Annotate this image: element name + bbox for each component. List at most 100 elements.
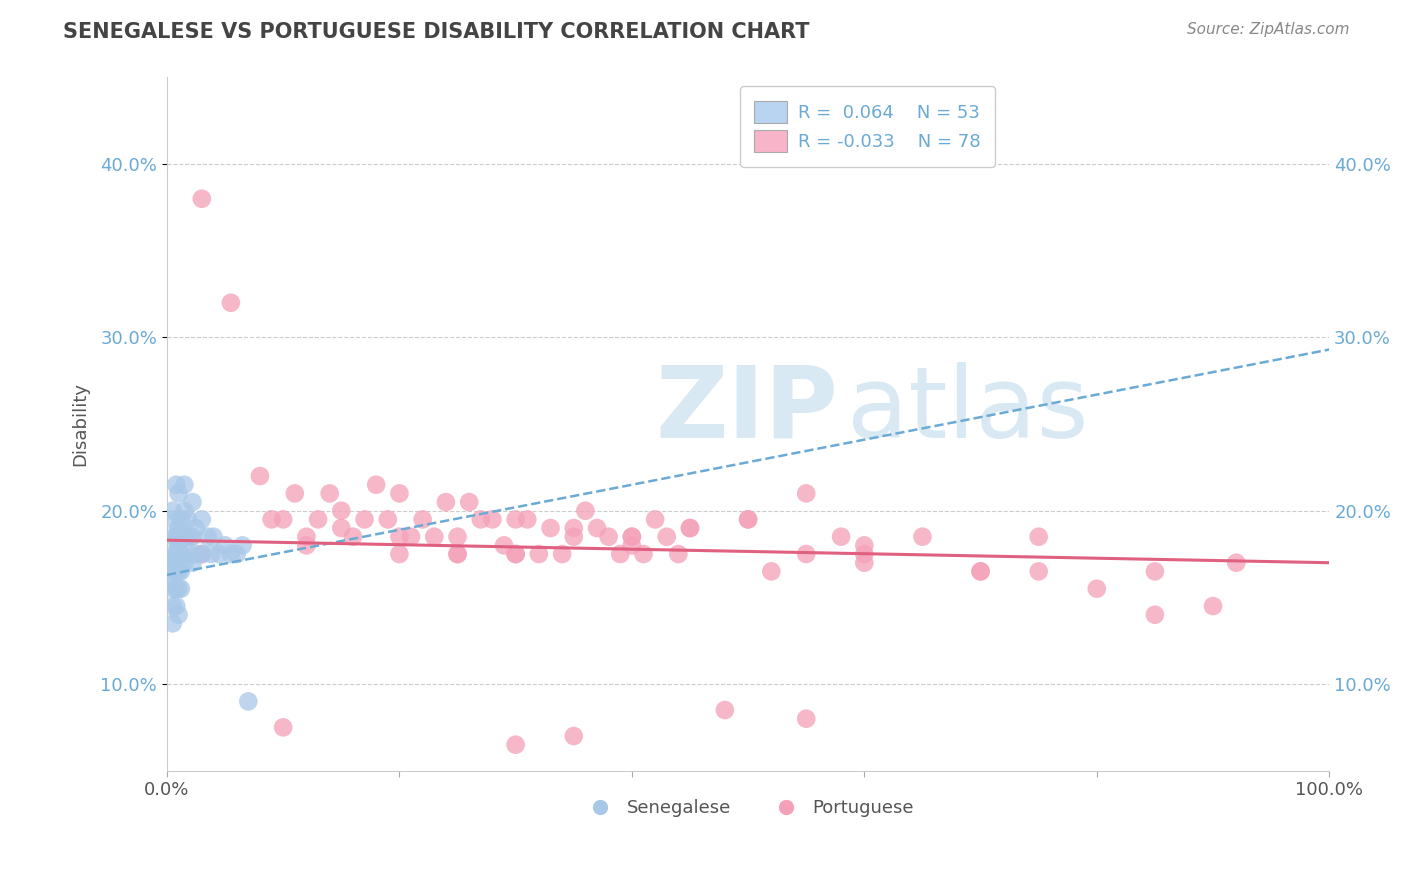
Point bbox=[366, 477, 388, 491]
Point bbox=[181, 530, 204, 544]
Point bbox=[399, 530, 422, 544]
Point bbox=[492, 538, 515, 552]
Text: ZIP: ZIP bbox=[655, 361, 838, 458]
Point bbox=[173, 530, 195, 544]
Point bbox=[598, 530, 620, 544]
Point bbox=[446, 547, 468, 561]
Point bbox=[737, 512, 759, 526]
Point bbox=[181, 495, 204, 509]
Point bbox=[162, 556, 184, 570]
Point bbox=[260, 512, 283, 526]
Point bbox=[167, 565, 190, 579]
Point bbox=[969, 565, 991, 579]
Point bbox=[284, 486, 307, 500]
Point bbox=[249, 469, 271, 483]
Point bbox=[481, 512, 503, 526]
Point bbox=[562, 530, 585, 544]
Point bbox=[446, 530, 468, 544]
Point bbox=[794, 712, 817, 726]
Point bbox=[197, 530, 219, 544]
Point bbox=[794, 547, 817, 561]
Point bbox=[505, 512, 527, 526]
Point bbox=[181, 556, 204, 570]
Point bbox=[1143, 565, 1166, 579]
Point bbox=[1085, 582, 1108, 596]
Point bbox=[412, 512, 434, 526]
Point bbox=[208, 547, 231, 561]
Point bbox=[271, 512, 294, 526]
Point bbox=[434, 495, 457, 509]
Point bbox=[911, 530, 934, 544]
Point bbox=[666, 547, 689, 561]
Point bbox=[1143, 607, 1166, 622]
Point bbox=[609, 547, 631, 561]
Point bbox=[191, 547, 214, 561]
Point bbox=[165, 530, 187, 544]
Point bbox=[202, 530, 225, 544]
Point bbox=[388, 547, 411, 561]
Point bbox=[219, 295, 242, 310]
Point bbox=[505, 547, 527, 561]
Point bbox=[505, 547, 527, 561]
Text: Source: ZipAtlas.com: Source: ZipAtlas.com bbox=[1187, 22, 1350, 37]
Point bbox=[574, 504, 596, 518]
Point bbox=[679, 521, 702, 535]
Point bbox=[170, 530, 193, 544]
Point bbox=[173, 556, 195, 570]
Point bbox=[165, 547, 187, 561]
Point bbox=[191, 192, 214, 206]
Point bbox=[231, 538, 253, 552]
Point bbox=[761, 565, 783, 579]
Point bbox=[162, 582, 184, 596]
Point bbox=[165, 599, 187, 613]
Point bbox=[184, 521, 207, 535]
Point bbox=[177, 512, 200, 526]
Point bbox=[162, 573, 184, 587]
Point bbox=[167, 486, 190, 500]
Point bbox=[794, 486, 817, 500]
Point bbox=[644, 512, 666, 526]
Point bbox=[165, 556, 187, 570]
Point bbox=[737, 512, 759, 526]
Point bbox=[353, 512, 375, 526]
Point bbox=[170, 512, 193, 526]
Point bbox=[620, 530, 643, 544]
Point bbox=[505, 738, 527, 752]
Point bbox=[170, 547, 193, 561]
Point bbox=[388, 486, 411, 500]
Point bbox=[853, 547, 876, 561]
Point bbox=[162, 512, 184, 526]
Point bbox=[219, 547, 242, 561]
Legend: Senegalese, Portuguese: Senegalese, Portuguese bbox=[575, 791, 921, 824]
Point bbox=[540, 521, 562, 535]
Point bbox=[1028, 530, 1050, 544]
Point bbox=[1028, 565, 1050, 579]
Point bbox=[551, 547, 574, 561]
Point bbox=[200, 547, 222, 561]
Point bbox=[162, 599, 184, 613]
Point bbox=[167, 547, 190, 561]
Point bbox=[165, 477, 187, 491]
Point bbox=[377, 512, 399, 526]
Point bbox=[470, 512, 492, 526]
Point bbox=[167, 530, 190, 544]
Point bbox=[562, 521, 585, 535]
Point bbox=[238, 694, 260, 708]
Point bbox=[633, 547, 655, 561]
Point bbox=[167, 538, 190, 552]
Point bbox=[853, 538, 876, 552]
Point bbox=[167, 521, 190, 535]
Point bbox=[655, 530, 678, 544]
Point bbox=[388, 530, 411, 544]
Point bbox=[162, 616, 184, 631]
Point bbox=[167, 607, 190, 622]
Point bbox=[1202, 599, 1225, 613]
Point bbox=[271, 720, 294, 734]
Point bbox=[516, 512, 538, 526]
Point bbox=[295, 538, 318, 552]
Point bbox=[177, 530, 200, 544]
Point bbox=[184, 547, 207, 561]
Point bbox=[167, 582, 190, 596]
Point bbox=[830, 530, 852, 544]
Text: atlas: atlas bbox=[846, 361, 1088, 458]
